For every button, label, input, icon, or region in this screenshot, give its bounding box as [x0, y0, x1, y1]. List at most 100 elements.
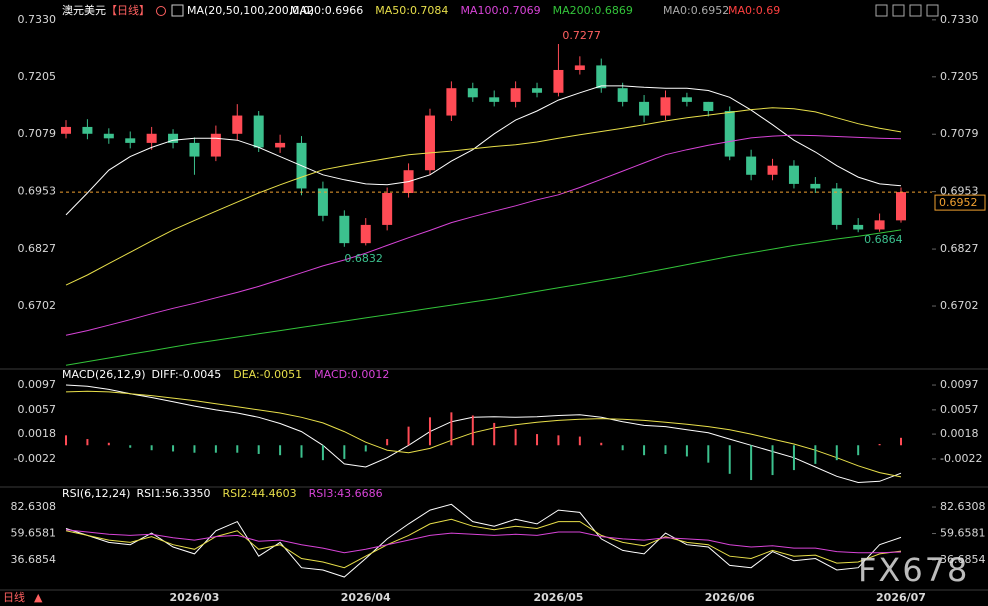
candle-body: [467, 88, 478, 98]
legend-entry: RSI1:56.3350: [136, 487, 210, 500]
low-annotation: 0.6864: [864, 233, 903, 246]
candle-body: [874, 220, 885, 230]
legend-entry: RSI2:44.4603: [223, 487, 297, 500]
candle-body: [746, 156, 757, 175]
candle-body: [82, 126, 93, 134]
tool-button[interactable]: [875, 4, 888, 17]
legend-entry: DEA:-0.0051: [233, 368, 302, 381]
candle-body: [853, 224, 864, 230]
legend-entry: DIFF:-0.0045: [152, 368, 222, 381]
legend-entry: MA200:0.6869: [553, 4, 633, 17]
x-tick-label: 2026/06: [705, 591, 755, 604]
candle-body: [767, 165, 778, 175]
candle-body: [489, 97, 500, 102]
indicator-title: MACD(26,12,9): [62, 368, 146, 381]
ma-line: [65, 85, 902, 216]
y-tick-label: 0.7079: [18, 127, 57, 140]
period-label: 日线: [3, 590, 25, 604]
high-annotation: 0.7277: [562, 29, 601, 42]
indicator-icon[interactable]: [171, 4, 184, 17]
candle-body: [617, 88, 628, 102]
rsi-line: [65, 503, 902, 578]
watermark: FX678: [858, 551, 969, 589]
period-arrow: ▲: [34, 591, 43, 604]
candle-body: [382, 193, 393, 225]
y-tick-label: 36.6854: [11, 553, 57, 566]
candle-body: [146, 133, 157, 143]
low-annotation: 0.6832: [344, 252, 383, 265]
rsi-line: [65, 518, 902, 569]
y-tick-label: 59.6581: [11, 527, 57, 540]
macd-line: [65, 390, 902, 478]
candle-body: [831, 188, 842, 225]
tool-button[interactable]: [909, 4, 922, 17]
candle-body: [703, 101, 714, 111]
x-tick-label: 2026/07: [876, 591, 926, 604]
period[interactable]: 【日线】: [106, 3, 150, 17]
candle-body: [125, 138, 136, 143]
candle-body: [574, 65, 585, 70]
y-tick-label: -0.0022: [14, 452, 56, 465]
x-tick-label: 2026/05: [533, 591, 583, 604]
y-tick-label-right: 0.0018: [940, 427, 979, 440]
legend-entry: MACD:0.0012: [314, 368, 389, 381]
candle-body: [253, 115, 264, 148]
candle-body: [424, 115, 435, 171]
toolbar: [875, 4, 939, 17]
y-tick-label-right: 0.6953: [940, 185, 979, 198]
legend-entry: MA50:0.7084: [375, 4, 448, 17]
candle-body: [639, 101, 650, 116]
y-tick-label: 0.7205: [18, 70, 57, 83]
y-tick-label-right: -0.0022: [940, 452, 982, 465]
ma-line: [65, 107, 902, 286]
y-tick-label: 0.7330: [18, 13, 57, 26]
indicator-title: RSI(6,12,24): [62, 487, 130, 500]
legend-entry: MA100:0.7069: [460, 4, 540, 17]
y-tick-label-right: 0.6827: [940, 242, 979, 255]
tool-button[interactable]: [926, 4, 939, 17]
ma-line: [65, 229, 902, 366]
y-tick-label-right: 0.7330: [940, 13, 979, 26]
candle-body: [275, 142, 286, 148]
y-tick-label-right: 0.0097: [940, 378, 979, 391]
symbol: 澳元美元: [62, 4, 106, 17]
ma-params: MA(20,50,100,200,0,0): [187, 4, 314, 17]
last-price-label: 0.6952: [939, 196, 978, 209]
candle-body: [168, 133, 179, 143]
ma-line: [65, 134, 902, 336]
candle-body: [232, 115, 243, 134]
candle-body: [553, 69, 564, 93]
last-price-box: [934, 194, 986, 211]
ma0-label: MA0:0.69: [728, 4, 780, 17]
candle-body: [596, 65, 607, 89]
rsi-line: [65, 529, 902, 554]
candle-body: [724, 110, 735, 157]
candle-body: [788, 165, 799, 184]
candle-body: [61, 126, 71, 134]
y-tick-label: 0.6702: [18, 299, 57, 312]
candle-body: [532, 88, 543, 93]
y-tick-label: 82.6308: [11, 500, 57, 513]
legend-entry: RSI3:43.6686: [309, 487, 383, 500]
candle-body: [896, 192, 906, 221]
y-tick-label: 0.0097: [18, 378, 57, 391]
candle-body: [317, 188, 328, 216]
y-tick-label: 0.0057: [18, 403, 57, 416]
candle-body: [339, 215, 350, 244]
x-tick-label: 2026/03: [169, 591, 219, 604]
y-tick-label-right: 0.6702: [940, 299, 979, 312]
y-tick-label: 0.0018: [18, 427, 57, 440]
candle-body: [810, 183, 821, 189]
candle-body: [103, 133, 114, 139]
y-tick-label: 0.6953: [18, 185, 57, 198]
tool-button[interactable]: [892, 4, 905, 17]
candle-body: [360, 224, 371, 244]
candle-body: [510, 88, 521, 102]
candle-body: [189, 142, 200, 157]
period-toggle[interactable]: [156, 6, 166, 16]
y-tick-label-right: 82.6308: [940, 500, 986, 513]
y-tick-label-right: 59.6581: [940, 527, 986, 540]
y-tick-label-right: 36.6854: [940, 553, 986, 566]
y-tick-label-right: 0.0057: [940, 403, 979, 416]
y-tick-label: 0.6827: [18, 242, 57, 255]
